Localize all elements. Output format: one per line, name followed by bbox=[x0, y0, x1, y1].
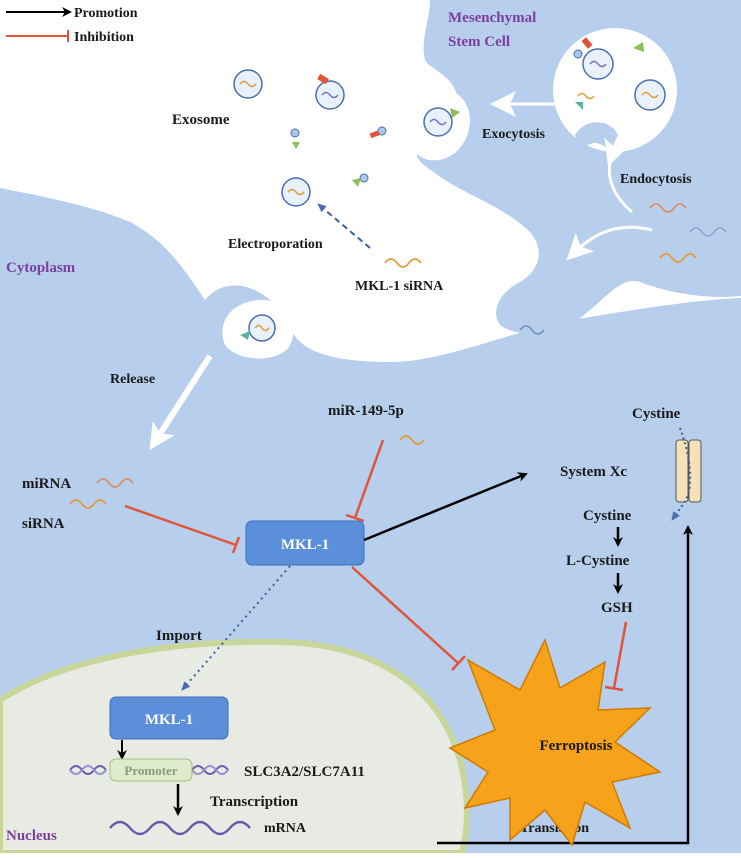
mkl1-nuclear-label: MKL-1 bbox=[145, 712, 193, 728]
exosome-label: Exosome bbox=[172, 112, 230, 128]
mkl1-label: MKL-1 bbox=[281, 537, 329, 553]
ferroptosis-burst bbox=[448, 638, 662, 847]
transporter-left bbox=[675, 439, 689, 503]
nucleus-label: Nucleus bbox=[6, 828, 57, 844]
system-xc-label: System Xc bbox=[560, 464, 627, 480]
mkl1-box bbox=[245, 520, 365, 566]
exosome-vesicles bbox=[233, 37, 666, 342]
mirna-inhibit-line bbox=[124, 504, 237, 547]
endocytosis-label: Endocytosis bbox=[620, 172, 692, 187]
promoter-box bbox=[109, 758, 193, 782]
mir-inhibit-line bbox=[353, 439, 385, 519]
rna-squiggles bbox=[69, 203, 727, 509]
dna-helix bbox=[69, 765, 229, 775]
electroporation-label: Electroporation bbox=[228, 237, 323, 252]
transcription-label: Transcription bbox=[210, 794, 299, 810]
endocytosis-arrow-2 bbox=[566, 225, 653, 261]
sirna-label: siRNA bbox=[22, 516, 65, 532]
mirna-inhibit-bar bbox=[231, 536, 241, 554]
mkl1-inhibit-ferroptosis-line bbox=[351, 566, 459, 664]
release-arrow bbox=[149, 354, 213, 451]
promoter-label: Promoter bbox=[124, 763, 177, 778]
msc-label-line1: Mesenchymal bbox=[448, 10, 536, 26]
gsh-inhibit-line bbox=[612, 621, 628, 689]
mir-inhibit-bar bbox=[345, 513, 365, 523]
electroporation-arrow bbox=[317, 203, 371, 249]
exocytosis-label: Exocytosis bbox=[482, 127, 546, 142]
ferroptosis-label: Ferroptosis bbox=[539, 738, 612, 754]
cystine-label: Cystine bbox=[583, 508, 632, 524]
legend-promotion-label: Promotion bbox=[74, 6, 138, 21]
l-cystine-label: L-Cystine bbox=[566, 553, 630, 569]
transporter-right bbox=[688, 439, 702, 503]
mkl-sirna-label: MKL-1 siRNA bbox=[355, 279, 444, 294]
translation-arrow bbox=[437, 525, 693, 845]
mrna-wave bbox=[109, 820, 251, 836]
gsh-label: GSH bbox=[601, 600, 633, 616]
cystine-top-label: Cystine bbox=[632, 406, 681, 422]
mir-label: miR-149-5p bbox=[328, 403, 404, 419]
endocytosis-arrow-1 bbox=[604, 137, 633, 214]
nucleus bbox=[0, 638, 470, 856]
genes-label: SLC3A2/SLC7A11 bbox=[244, 764, 365, 780]
mkl1-nuclear-box bbox=[109, 696, 229, 740]
legend: Promotion Inhibition bbox=[6, 6, 138, 45]
import-label: Import bbox=[156, 628, 202, 644]
cytoplasm-label: Cytoplasm bbox=[6, 260, 76, 276]
msc-label: Mesenchymal Stem Cell bbox=[448, 10, 540, 50]
msc-label-line2: Stem Cell bbox=[448, 34, 510, 50]
mrna-label: mRNA bbox=[264, 821, 307, 836]
release-label: Release bbox=[110, 372, 155, 387]
mkl1-to-systemxc-arrow bbox=[363, 472, 528, 542]
mirna-label: miRNA bbox=[22, 476, 71, 492]
legend-inhibition-label: Inhibition bbox=[74, 30, 134, 45]
